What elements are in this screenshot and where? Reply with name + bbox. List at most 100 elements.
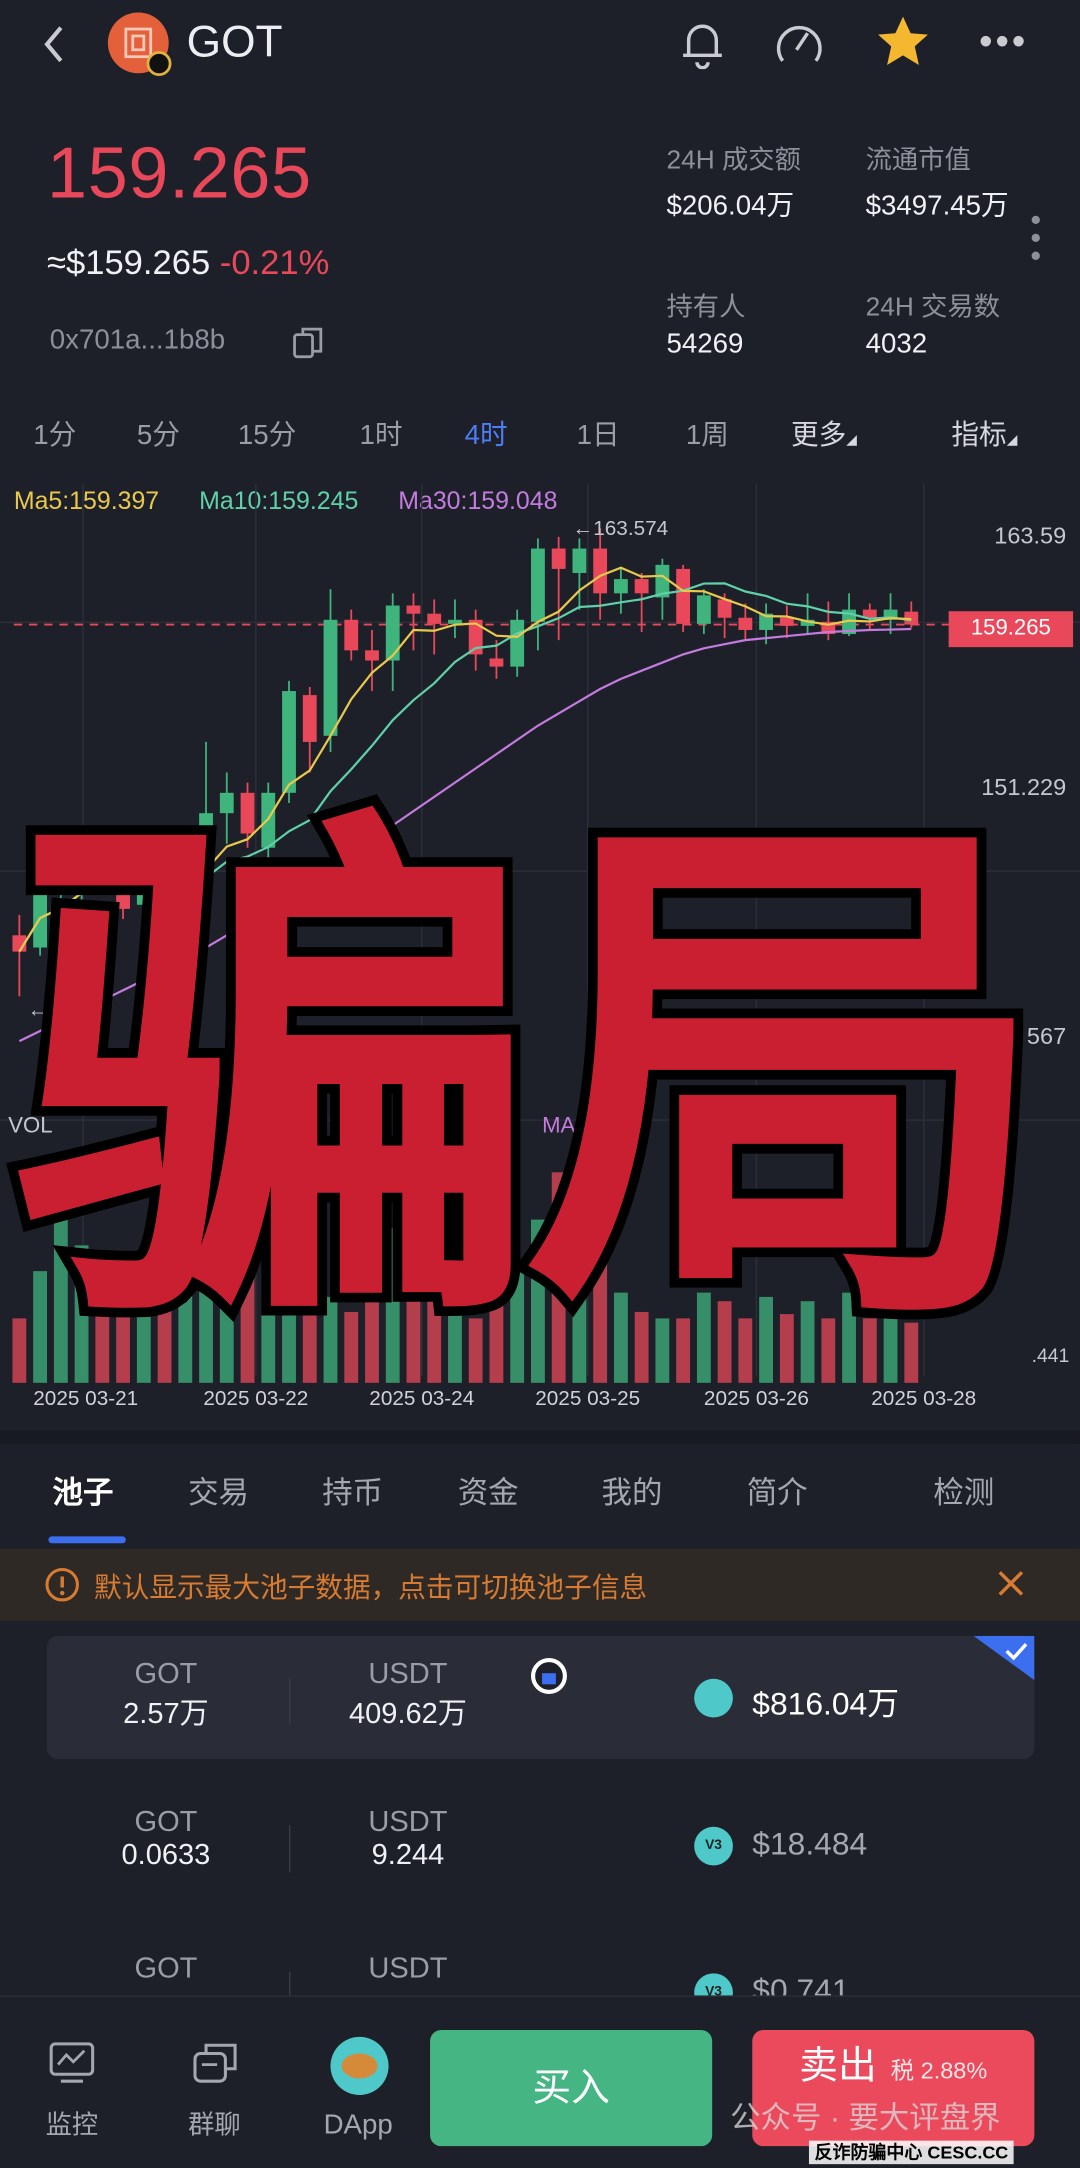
back-icon[interactable]	[39, 22, 69, 66]
badge-text: 反诈防骗中心	[814, 2142, 923, 2163]
volume-bar	[821, 1318, 836, 1383]
bell-icon[interactable]	[678, 17, 728, 70]
timeframe-1m[interactable]: 1分	[33, 420, 77, 451]
pool-value: $816.04万	[752, 1685, 900, 1722]
banner-text: 默认显示最大池子数据，点击可切换池子信息	[94, 1572, 648, 1604]
dropdown-triangle-icon: ◢	[1006, 432, 1018, 449]
star-icon[interactable]	[874, 14, 932, 69]
sell-label: 卖出	[799, 2043, 877, 2087]
volume-bar	[883, 1305, 898, 1383]
price-change: -0.21%	[219, 243, 330, 283]
pool-value: $18.484	[752, 1825, 868, 1862]
volume-bar	[53, 1161, 68, 1383]
candle-body	[344, 619, 359, 651]
stat-value: $3497.45万	[865, 190, 1009, 222]
tab-mine[interactable]: 我的	[601, 1475, 663, 1511]
volume-bar	[157, 1228, 172, 1383]
candle-body	[696, 595, 711, 624]
warning-circle-icon	[45, 1568, 79, 1602]
candle-body	[593, 548, 608, 594]
volume-y-tick: 548	[959, 1251, 992, 1274]
timeframe-4h[interactable]: 4时	[464, 420, 508, 451]
watermark-account: 公众号 · 要大评盘界	[730, 2100, 1001, 2136]
dapp-icon[interactable]	[330, 2036, 389, 2096]
volume-bar	[219, 1189, 234, 1383]
timeframe-1h[interactable]: 1时	[359, 420, 403, 451]
quote-amount: 409.62万	[348, 1698, 467, 1730]
candle-body	[842, 609, 856, 635]
tab-funds[interactable]: 资金	[457, 1475, 519, 1511]
volume-bar	[406, 1262, 421, 1383]
token-symbol: GOT	[134, 1952, 198, 1985]
volume-bar	[427, 1292, 442, 1383]
volume-bar	[178, 1262, 193, 1383]
stat-label: 24H 交易数	[865, 293, 1000, 323]
stat-value: $206.04万	[666, 190, 795, 222]
timeframe-1w[interactable]: 1周	[685, 420, 729, 451]
tab-trades[interactable]: 交易	[188, 1475, 249, 1511]
candle-body	[219, 792, 234, 814]
candle-body	[717, 599, 732, 618]
timeframe-15m[interactable]: 15分	[237, 420, 297, 451]
buy-button[interactable]: 买入	[430, 2030, 713, 2147]
x-tick: 2025 03-25	[535, 1386, 641, 1411]
candle-body	[406, 605, 421, 614]
volume-bar	[779, 1314, 794, 1383]
quote-symbol: USDT	[368, 1805, 448, 1838]
volume-bar	[717, 1301, 732, 1383]
tab-pools[interactable]: 池子	[52, 1475, 114, 1511]
group-chat-icon[interactable]	[191, 2038, 241, 2088]
dropdown-triangle-icon: ◢	[846, 432, 857, 449]
gauge-icon[interactable]	[772, 17, 827, 72]
tab-intro[interactable]: 简介	[746, 1475, 808, 1511]
volume-bar	[95, 1292, 110, 1383]
volume-bar	[240, 1219, 255, 1383]
selected-check-icon	[973, 1635, 1035, 1681]
candle-body	[74, 847, 89, 891]
timeframe-more[interactable]: 更多◢	[791, 412, 857, 452]
candle-body	[385, 605, 400, 661]
candle-body	[883, 609, 898, 620]
more-icon[interactable]: •••	[979, 19, 1029, 63]
x-tick: 2025 03-21	[33, 1386, 139, 1411]
group-chat-label[interactable]: 群聊	[188, 2111, 241, 2141]
candle-body	[738, 617, 753, 630]
ma10-line	[18, 582, 912, 953]
volume-bar	[800, 1301, 815, 1383]
more-vertical-icon[interactable]	[1029, 214, 1043, 264]
volume-label: VOL	[8, 1114, 53, 1139]
pool-row-selected[interactable]	[47, 1635, 1035, 1759]
candle-body	[676, 568, 691, 624]
monitor-icon[interactable]	[47, 2040, 97, 2087]
copy-icon[interactable]	[290, 324, 326, 363]
divider	[289, 1825, 291, 1873]
ma30-legend: Ma30:159.048	[398, 486, 558, 515]
quote-symbol: USDT	[368, 1952, 448, 1985]
info-banner[interactable]: 默认显示最大池子数据，点击可切换池子信息	[0, 1548, 1080, 1621]
site-text: CESC.CC	[927, 2142, 1009, 2163]
candle-body	[95, 849, 110, 854]
volume-bar	[12, 1318, 27, 1383]
timeframe-5m[interactable]: 5分	[136, 420, 180, 451]
volume-bar	[302, 1245, 317, 1383]
token-symbol: GOT	[134, 1658, 198, 1690]
sell-button[interactable]: 卖出 税 2.88%	[752, 2030, 1035, 2147]
dapp-label[interactable]: DApp	[323, 2110, 393, 2141]
volume-bar	[613, 1292, 628, 1383]
timeframe-1d[interactable]: 1日	[576, 420, 620, 451]
pool-quote: USDT 9.244	[325, 1806, 491, 1872]
volume-bar	[344, 1311, 359, 1383]
ma5-line	[18, 566, 912, 953]
candlestick-chart[interactable]	[0, 456, 1080, 1396]
ma10-legend: Ma10:159.245	[199, 486, 359, 515]
candle-body	[33, 884, 48, 948]
volume-bar	[842, 1292, 856, 1383]
monitor-label[interactable]: 监控	[45, 2111, 99, 2141]
quote-amount: 9.244	[371, 1839, 445, 1871]
pool-token: GOT 0.0633	[97, 1806, 235, 1872]
tab-check[interactable]: 检测	[933, 1475, 995, 1511]
close-icon[interactable]	[996, 1568, 1026, 1598]
tab-holders[interactable]: 持币	[322, 1475, 384, 1511]
indicators-button[interactable]: 指标◢	[951, 412, 1017, 452]
stat-value: 4032	[865, 329, 928, 360]
